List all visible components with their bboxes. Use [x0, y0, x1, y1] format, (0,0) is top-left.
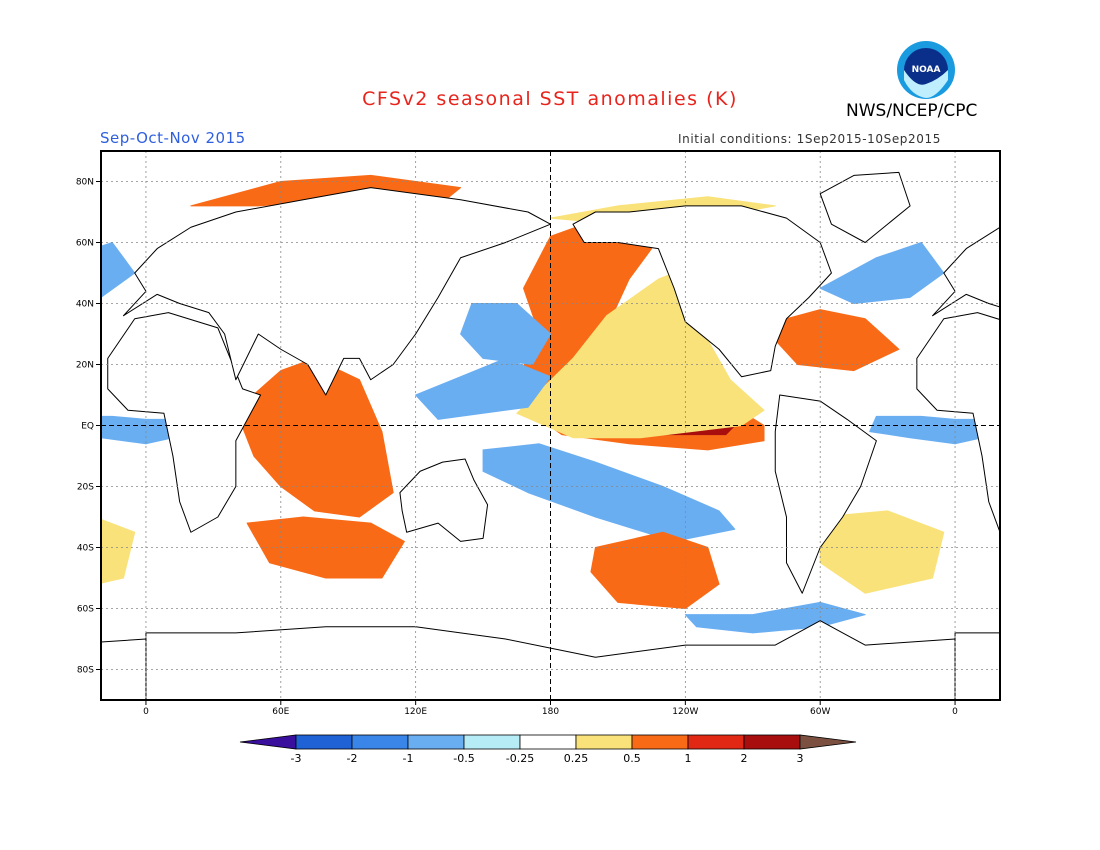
land-americas-north — [0, 206, 22, 377]
logo-text: NOAA — [912, 65, 941, 75]
lon-tick-label: 60W — [810, 707, 830, 717]
lon-tick-label: 120W — [672, 707, 698, 717]
anomaly-region-s-pacific-warm — [590, 531, 720, 609]
anomaly-region-indian-warm — [1045, 358, 1100, 517]
agency-label: NWS/NCEP/CPC — [846, 101, 978, 121]
lat-tick-label: 60N — [76, 239, 94, 249]
colorbar-arrow-low — [239, 734, 297, 750]
land-antarctica — [101, 638, 147, 700]
land-americas-north — [572, 205, 832, 378]
colorbar-swatch — [687, 734, 745, 750]
anomaly-region-s-indian-warm — [246, 516, 405, 579]
lon-tick-label: 180 — [542, 707, 559, 717]
lon-tick-label: 120E — [404, 707, 427, 717]
lat-tick-label: EQ — [81, 422, 94, 432]
anomaly-region-s-indian-warm — [1056, 517, 1100, 578]
anomaly-region-s-atlantic-warm — [101, 518, 136, 584]
grid-layer — [101, 151, 1000, 700]
lon-tick-label: 0 — [952, 707, 958, 717]
land-australia — [399, 458, 489, 542]
land-antarctica — [954, 632, 1000, 700]
land-eurasia — [932, 226, 1000, 317]
colorbar-swatch — [575, 734, 633, 750]
lon-tick-label: 60E — [272, 707, 289, 717]
land-americas-south — [0, 395, 67, 593]
lat-tick-label: 80N — [76, 178, 94, 188]
colorbar-swatch — [295, 734, 353, 750]
anomaly-region-sw-pacific-cool — [482, 443, 736, 542]
colorbar-arrow-high — [799, 734, 857, 750]
colorbar-level-label: 2 — [741, 752, 748, 765]
anomaly-region-arctic-warm — [999, 205, 1000, 207]
lat-tick-label: 60S — [77, 605, 94, 615]
colorbar-level-label: -0.25 — [506, 752, 534, 765]
lat-tick-label: 20S — [77, 483, 94, 493]
anomaly-region-west-pacific-cool — [415, 357, 551, 420]
colorbar: -3 -2 -1 -0.5 -0.25 0.25 0.5 1 2 3 — [239, 734, 857, 765]
lat-tick-label: 80S — [77, 666, 94, 676]
colorbar-level-label: -2 — [347, 752, 358, 765]
colorbar-level-label: -1 — [403, 752, 414, 765]
colorbar-swatch — [407, 734, 465, 750]
colorbar-swatch — [463, 734, 521, 750]
colorbar-level-label: -3 — [291, 752, 302, 765]
noaa-logo-icon: NOAA — [897, 41, 955, 99]
colorbar-level-label: 0.25 — [564, 752, 589, 765]
colorbar-swatch — [743, 734, 801, 750]
anomaly-region-n-atlantic-warm — [774, 309, 900, 372]
colorbar-level-label: 3 — [797, 752, 804, 765]
lon-tick-label: 0 — [143, 707, 149, 717]
anomaly-region-southern-ocean-cool — [0, 602, 56, 633]
axis-ticks: 80N 60N 40N 20N EQ 20S 40S 60S 80S 0 60E 120E 180 120… — [76, 178, 958, 718]
land-greenland — [819, 171, 911, 243]
lat-tick-label: 40N — [76, 300, 94, 310]
map-title: CFSv2 seasonal SST anomalies (K) — [362, 88, 738, 110]
land-layer — [0, 171, 1000, 700]
colorbar-swatch — [351, 734, 409, 750]
lat-tick-label: 20N — [76, 361, 94, 371]
lat-tick-label: 40S — [77, 544, 94, 554]
colorbar-swatch — [519, 734, 577, 750]
forecast-period: Sep-Oct-Nov 2015 — [100, 129, 246, 147]
colorbar-level-label: 0.5 — [623, 752, 641, 765]
colorbar-level-label: 1 — [685, 752, 692, 765]
initial-conditions: Initial conditions: 1Sep2015-10Sep2015 — [678, 132, 941, 146]
colorbar-level-label: -0.5 — [453, 752, 474, 765]
colorbar-swatch — [631, 734, 689, 750]
